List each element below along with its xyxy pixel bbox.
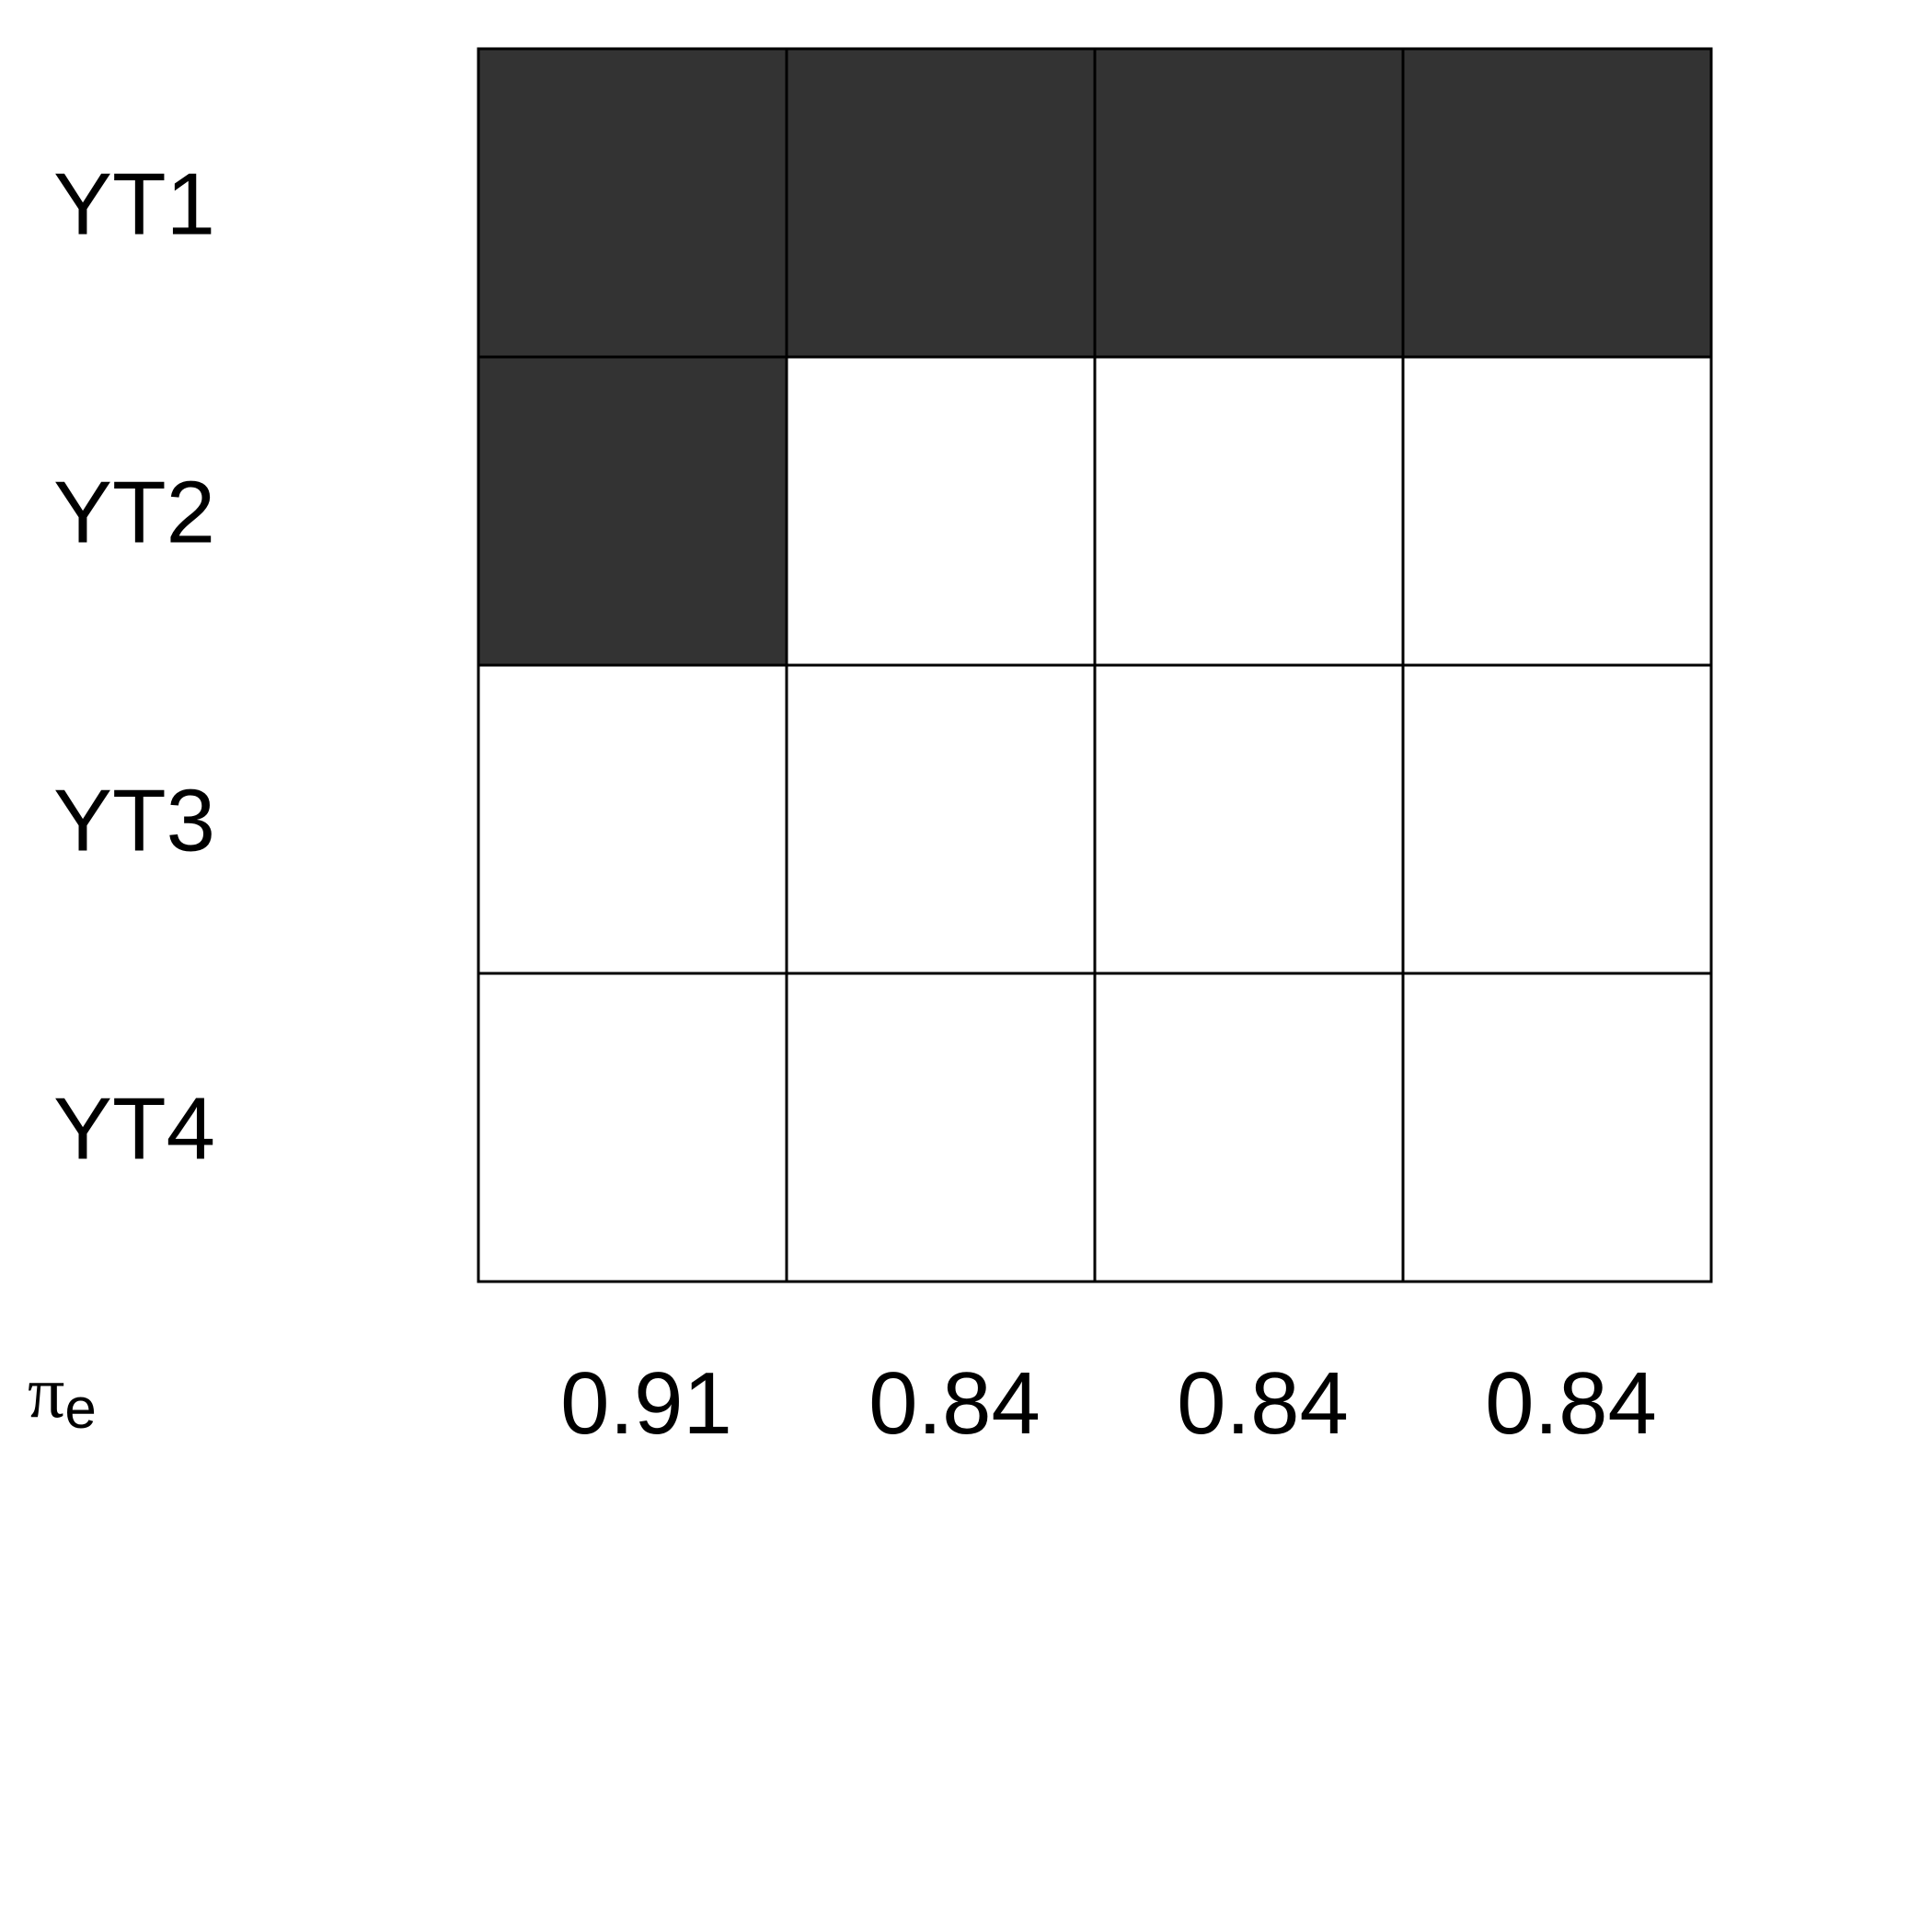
column-axis-label: πe [28, 1352, 97, 1441]
heatmap-cells [477, 47, 1713, 1283]
heatmap-cell-3-3 [1093, 663, 1405, 975]
heatmap-cell-4-3 [1093, 972, 1405, 1283]
column-value-label-1: 0.91 [560, 1354, 732, 1453]
row-label-yt1: YT1 [53, 155, 215, 254]
heatmap-cell-4-2 [785, 972, 1097, 1283]
column-value-label-2: 0.84 [868, 1354, 1041, 1453]
heatmap-cell-1-3 [1093, 47, 1405, 359]
heatmap-cell-1-2 [785, 47, 1097, 359]
heatmap-cell-3-1 [477, 663, 788, 975]
heatmap-cell-2-2 [785, 355, 1097, 667]
column-value-labels: 0.91 0.84 0.84 0.84 [560, 1354, 1657, 1453]
row-label-yt2: YT2 [53, 464, 215, 562]
heatmap-cell-2-3 [1093, 355, 1405, 667]
pi-subscript: e [64, 1377, 96, 1441]
heatmap-cell-3-4 [1401, 663, 1713, 975]
heatmap-cell-3-2 [785, 663, 1097, 975]
row-labels: YT1 YT2 YT3 YT4 [53, 155, 215, 1179]
column-value-label-3: 0.84 [1177, 1354, 1349, 1453]
heatmap-cell-1-1 [477, 47, 788, 359]
heatmap-cell-2-4 [1401, 355, 1713, 667]
row-label-yt3: YT3 [53, 772, 215, 870]
heatmap-cell-4-1 [477, 972, 788, 1283]
row-label-yt4: YT4 [53, 1080, 215, 1179]
heatmap-cell-2-1 [477, 355, 788, 667]
heatmap-cell-1-4 [1401, 47, 1713, 359]
pi-symbol: π [28, 1352, 64, 1433]
column-value-label-4: 0.84 [1485, 1354, 1657, 1453]
heatmap-cell-4-4 [1401, 972, 1713, 1283]
